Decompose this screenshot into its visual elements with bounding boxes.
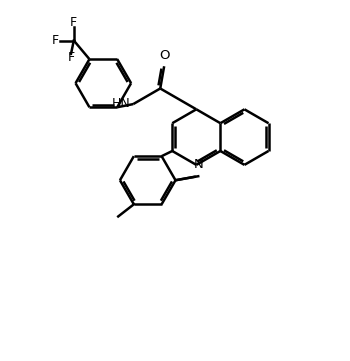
Text: F: F <box>70 16 77 29</box>
Text: HN: HN <box>112 97 131 110</box>
Text: O: O <box>159 49 169 62</box>
Text: N: N <box>194 158 203 171</box>
Text: F: F <box>52 34 59 47</box>
Text: F: F <box>68 51 75 64</box>
